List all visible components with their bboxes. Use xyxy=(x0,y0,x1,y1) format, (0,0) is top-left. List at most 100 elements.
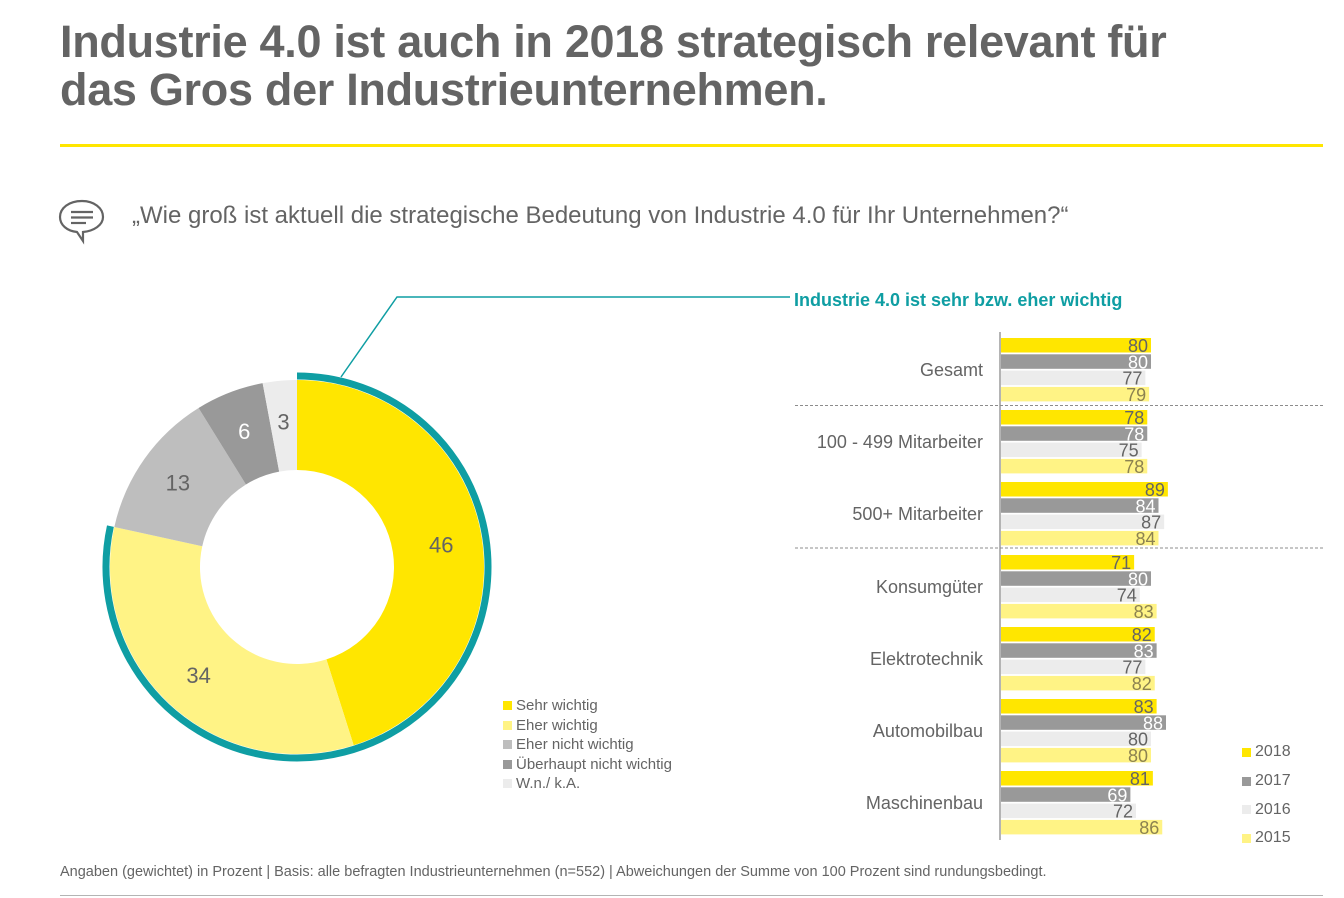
bar-value-label: 87 xyxy=(1141,513,1161,533)
category-label: Elektrotechnik xyxy=(870,649,984,669)
donut-slice-label: 34 xyxy=(186,663,210,688)
bar-value-label: 84 xyxy=(1135,496,1155,516)
bar-value-label: 74 xyxy=(1117,586,1137,606)
legend-swatch xyxy=(1242,747,1251,757)
category-label: Gesamt xyxy=(920,360,983,380)
legend-swatch xyxy=(1242,833,1251,843)
bar-2015 xyxy=(1001,819,1163,835)
legend-swatch xyxy=(503,740,512,750)
bar-2016 xyxy=(1001,442,1142,458)
bar-2016 xyxy=(1001,731,1151,747)
legend-item: W.n./ k.A. xyxy=(503,774,672,794)
legend-label: Sehr wichtig xyxy=(516,697,598,714)
bar-value-label: 71 xyxy=(1111,553,1131,573)
bar-2015 xyxy=(1001,458,1148,474)
bar-chart-title: Industrie 4.0 ist sehr bzw. eher wichtig xyxy=(794,290,1123,310)
bar-value-label: 77 xyxy=(1122,658,1142,678)
bar-2016 xyxy=(1001,514,1165,530)
bar-2015 xyxy=(1001,675,1155,691)
bar-2018 xyxy=(1001,771,1153,786)
bar-2018 xyxy=(1001,410,1148,425)
footer-divider xyxy=(60,895,1323,896)
bar-2018 xyxy=(1001,338,1151,353)
bar-value-label: 83 xyxy=(1134,697,1154,717)
legend-label: 2015 xyxy=(1255,829,1291,847)
bar-value-label: 88 xyxy=(1143,713,1163,733)
legend-swatch xyxy=(503,779,512,789)
donut-slice xyxy=(109,526,354,754)
bar-value-label: 80 xyxy=(1128,336,1148,356)
survey-question: „Wie groß ist aktuell die strategische B… xyxy=(132,202,1069,229)
bar-2018 xyxy=(1001,482,1168,497)
bar-value-label: 78 xyxy=(1124,457,1144,477)
category-label: 500+ Mitarbeiter xyxy=(852,504,983,524)
legend-swatch xyxy=(503,701,512,711)
category-label: Automobilbau xyxy=(873,721,983,741)
bar-2017 xyxy=(1001,426,1148,441)
bar-value-label: 82 xyxy=(1132,625,1152,645)
legend-label: 2017 xyxy=(1255,772,1291,790)
bar-value-label: 79 xyxy=(1126,385,1146,405)
legend-swatch xyxy=(503,720,512,730)
legend-label: 2018 xyxy=(1255,743,1291,761)
bar-value-label: 84 xyxy=(1135,529,1155,549)
legend-item: Sehr wichtig xyxy=(503,696,672,716)
legend-label: W.n./ k.A. xyxy=(516,775,581,792)
legend-item: 2017 xyxy=(1242,767,1291,796)
bar-2018 xyxy=(1001,627,1155,642)
page-title: Industrie 4.0 ist auch in 2018 strategis… xyxy=(60,18,1330,114)
bar-value-label: 80 xyxy=(1128,569,1148,589)
donut-chart: 46 34 13 6 3 xyxy=(102,296,790,762)
speech-bubble-icon xyxy=(58,199,105,245)
bar-2018 xyxy=(1001,555,1135,570)
bar-2017 xyxy=(1001,571,1151,586)
footnote: Angaben (gewichtet) in Prozent | Basis: … xyxy=(60,864,1047,880)
legend-item: 2018 xyxy=(1242,738,1291,767)
bar-value-label: 80 xyxy=(1128,352,1148,372)
donut-slice xyxy=(114,408,246,547)
category-label: Konsumgüter xyxy=(876,577,983,597)
legend-label: Überhaupt nicht wichtig xyxy=(516,755,672,773)
callout-line xyxy=(340,296,790,378)
bar-2015 xyxy=(1001,386,1150,402)
bar-2016 xyxy=(1001,659,1146,675)
legend-swatch xyxy=(503,759,512,769)
bar-value-label: 83 xyxy=(1134,602,1154,622)
title-line-1: Industrie 4.0 ist auch in 2018 strategis… xyxy=(60,16,1167,67)
bar-value-label: 75 xyxy=(1119,441,1139,461)
bar-value-label: 86 xyxy=(1139,818,1159,838)
donut-slice xyxy=(262,380,297,472)
legend-item: Eher nicht wichtig xyxy=(503,735,672,755)
donut-slice xyxy=(198,383,280,485)
legend-item: Überhaupt nicht wichtig xyxy=(503,755,672,775)
legend-item: 2016 xyxy=(1242,795,1291,824)
category-label: 100 - 499 Mitarbeiter xyxy=(817,432,983,452)
bar-value-label: 78 xyxy=(1124,424,1144,444)
bar-value-label: 80 xyxy=(1128,730,1148,750)
bar-2015 xyxy=(1001,603,1157,619)
donut-slice-label: 6 xyxy=(238,419,250,444)
bar-value-label: 77 xyxy=(1122,369,1142,389)
bar-2017 xyxy=(1001,354,1151,369)
donut-slice-label: 13 xyxy=(166,471,190,496)
donut-slice-label: 46 xyxy=(429,533,453,558)
bar-2018 xyxy=(1001,699,1157,714)
legend-swatch xyxy=(1242,805,1251,815)
legend-label: Eher wichtig xyxy=(516,716,598,734)
donut-slice xyxy=(297,380,484,746)
title-line-2: das Gros der Industrieunternehmen. xyxy=(60,64,828,115)
bar-2015 xyxy=(1001,747,1151,763)
donut-slice-label: 3 xyxy=(277,410,289,435)
title-divider xyxy=(60,144,1323,147)
bar-value-label: 83 xyxy=(1134,641,1154,661)
legend-label: 2016 xyxy=(1255,800,1291,818)
bar-value-label: 89 xyxy=(1145,480,1165,500)
bar-2016 xyxy=(1001,370,1146,386)
bar-value-label: 82 xyxy=(1132,674,1152,694)
bar-2015 xyxy=(1001,530,1159,546)
bar-2017 xyxy=(1001,643,1157,658)
bar-2017 xyxy=(1001,498,1159,513)
bar-value-label: 81 xyxy=(1130,769,1150,789)
legend-label: Eher nicht wichtig xyxy=(516,736,634,753)
bar-2016 xyxy=(1001,803,1136,819)
